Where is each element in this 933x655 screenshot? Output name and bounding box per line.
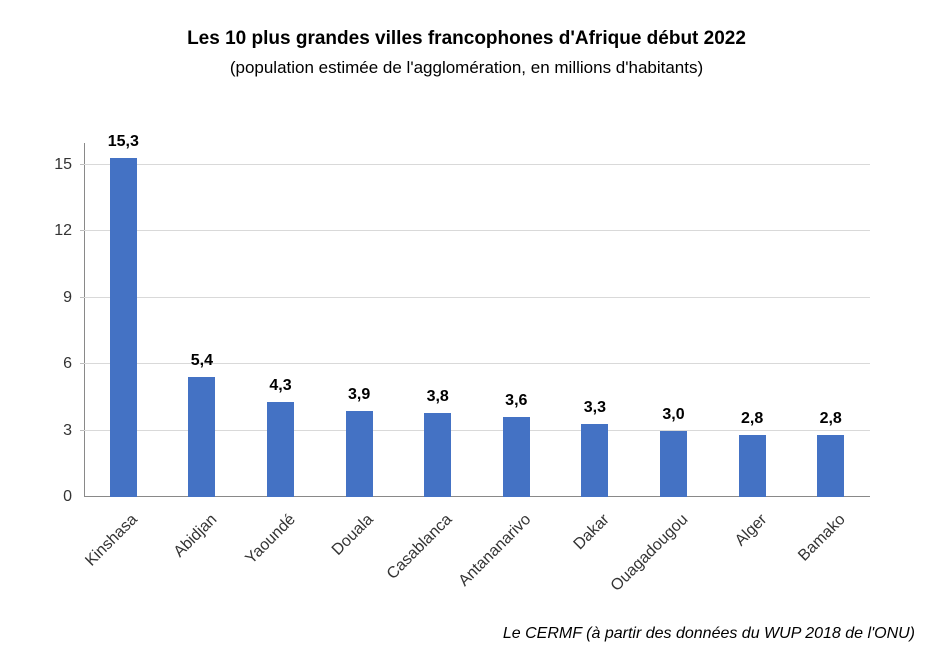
bar-value-label: 4,3 [269, 376, 292, 394]
gridline [84, 230, 870, 231]
bar-value-label: 3,3 [583, 398, 607, 416]
x-axis-category-label: Yaoundé [242, 511, 299, 568]
bar-value-label: 2,8 [740, 409, 764, 427]
bar-douala [345, 410, 373, 497]
y-axis-tick [80, 363, 84, 364]
bar-value-label: 2,8 [819, 409, 842, 427]
gridline [84, 163, 870, 165]
y-axis-tick-label: 6 [63, 355, 72, 372]
x-axis-category-label: Ouagadougou [607, 511, 692, 595]
y-axis-tick [80, 296, 84, 298]
bar-value-label: 3,6 [505, 392, 528, 410]
gridline [84, 296, 870, 298]
bar-value-label: 3,8 [426, 387, 449, 405]
x-axis-category-label: Casablanca [383, 511, 456, 583]
x-axis-category-label: Douala [329, 511, 378, 559]
x-axis-category-label: Bamako [795, 511, 849, 565]
bar-dakar [581, 423, 609, 497]
y-axis-tick [80, 230, 84, 231]
y-axis-tick-label: 9 [63, 288, 72, 306]
bar-value-label: 15,3 [107, 132, 139, 150]
x-axis-category-label: Abidjan [170, 511, 220, 561]
bar-casablanca [424, 412, 452, 497]
bar-value-label: 3,0 [662, 405, 685, 423]
bar-alger [738, 434, 766, 497]
x-axis-category-label: Dakar [570, 511, 613, 554]
gridline [84, 363, 870, 364]
bar-kinshasa [109, 157, 137, 497]
bar-value-label: 3,9 [347, 385, 371, 403]
chart-subtitle: (population estimée de l'agglomération, … [229, 58, 704, 77]
bar-ouagadougou [660, 430, 687, 497]
y-axis-line [84, 143, 85, 497]
bar-antananarivo [502, 417, 530, 497]
bar-abidjan [188, 377, 216, 497]
x-axis-category-label: Alger [731, 511, 771, 550]
chart-source-credit: Le CERMF (à partir des données du WUP 20… [502, 625, 915, 642]
x-axis-line [84, 496, 870, 497]
y-axis-tick-label: 15 [54, 155, 72, 173]
chart-title: Les 10 plus grandes villes francophones … [187, 28, 746, 49]
bar-value-label: 5,4 [190, 352, 214, 370]
bar-yaoundé [267, 401, 294, 497]
plot-area: 0 3 6 9 12 15 15,3 Kinshasa 5,4 Abidjan 4,3 Yaoundé… [54, 133, 870, 595]
y-axis-tick-label: 3 [63, 421, 72, 439]
y-axis-tick [80, 163, 84, 165]
gridline [84, 429, 870, 431]
y-axis-tick [80, 429, 84, 431]
x-axis-category-label: Kinshasa [82, 511, 142, 570]
x-axis-category-label: Antananarivo [455, 511, 535, 590]
y-axis-tick-label: 0 [63, 488, 72, 505]
y-axis-tick-label: 12 [54, 222, 72, 239]
bar-bamako [817, 434, 845, 497]
